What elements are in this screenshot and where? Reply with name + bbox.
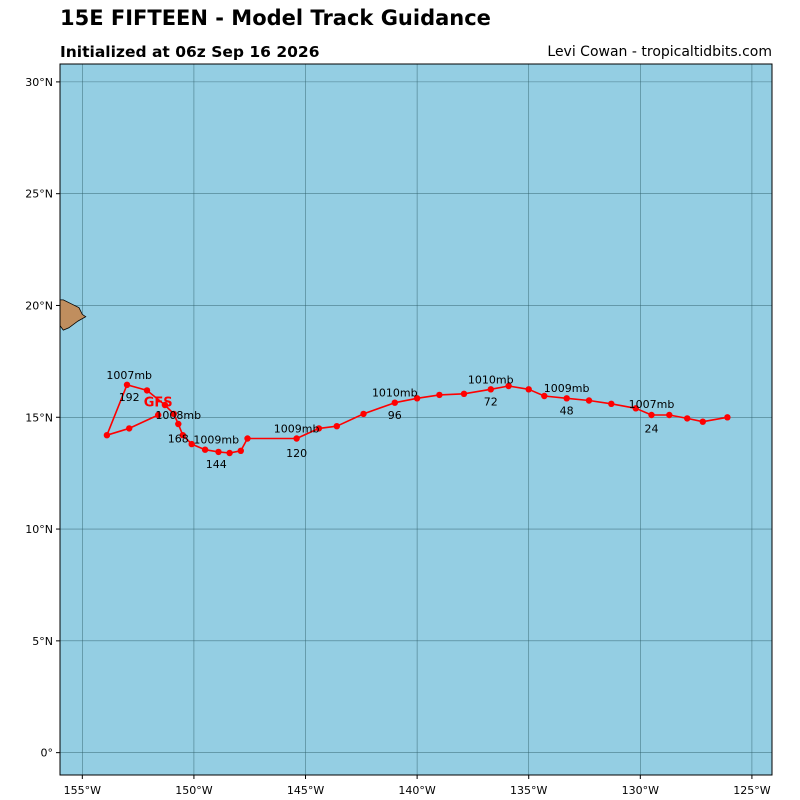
- track-point: [188, 440, 195, 448]
- lon-tick-label: 140°W: [398, 784, 435, 797]
- track-point: [215, 448, 222, 456]
- track-point: [201, 446, 209, 453]
- track-point: [666, 411, 673, 419]
- lat-tick-label: 10°N: [25, 523, 53, 536]
- track-annotation: 168: [168, 433, 189, 446]
- track-point: [161, 401, 169, 409]
- track-point: [103, 432, 111, 439]
- track-point: [333, 423, 340, 430]
- track-point: [360, 410, 367, 418]
- track-point: [541, 392, 548, 400]
- init-time-subtitle: Initialized at 06z Sep 16 2026: [60, 43, 320, 61]
- track-annotation: 1009mb: [274, 422, 320, 435]
- track-annotation: 1007mb: [629, 398, 675, 411]
- track-annotation: 24: [644, 422, 658, 435]
- track-annotation: 1009mb: [193, 434, 239, 447]
- track-point: [724, 414, 731, 421]
- track-point: [648, 411, 655, 419]
- lat-tick-label: 15°N: [25, 411, 53, 424]
- lon-tick-label: 125°W: [733, 784, 770, 797]
- track-annotation: 1010mb: [468, 373, 514, 386]
- track-point: [123, 381, 131, 388]
- track-point: [608, 400, 615, 407]
- lon-tick-label: 130°W: [622, 784, 659, 797]
- track-point: [585, 397, 593, 404]
- track-point: [632, 405, 639, 412]
- track-annotation: 1009mb: [544, 382, 590, 395]
- track-annotation: 144: [206, 458, 227, 471]
- track-point: [170, 410, 177, 418]
- track-point: [315, 425, 323, 432]
- track-annotation: 1008mb: [155, 409, 201, 422]
- track-annotation: 192: [119, 391, 140, 404]
- page-title: 15E FIFTEEN - Model Track Guidance: [60, 6, 491, 30]
- lat-tick-label: 5°N: [32, 635, 53, 648]
- track-point: [487, 386, 494, 393]
- track-point: [175, 420, 182, 428]
- lat-tick-label: 25°N: [25, 188, 53, 201]
- track-point: [460, 390, 468, 397]
- axis-ticks: 155°W 150°W 145°W 140°W 135°W 130°W 125°W 0° 5°N…: [25, 76, 770, 797]
- grid-lines: [60, 64, 772, 775]
- track-point: [436, 391, 443, 399]
- lat-tick-label: 30°N: [25, 76, 53, 89]
- credit-text: Levi Cowan - tropicaltidbits.com: [547, 44, 772, 60]
- model-label-gfs: GFS: [144, 396, 173, 411]
- track-point: [179, 432, 186, 439]
- map-frame: [59, 63, 773, 776]
- lon-tick-label: 145°W: [287, 784, 324, 797]
- lat-tick-label: 20°N: [25, 299, 53, 312]
- hawaii-island: [59, 299, 87, 331]
- annotation-layer: 1007mb 24 1009mb 48 1010mb 72 1010mb 96 1009mb 12…: [106, 369, 674, 471]
- track-point: [699, 418, 706, 425]
- track-annotation: 48: [560, 405, 574, 418]
- track-point: [244, 435, 251, 442]
- track-point: [126, 425, 133, 432]
- lon-tick-label: 135°W: [510, 784, 547, 797]
- track-annotation: 72: [484, 396, 498, 409]
- track-point: [237, 447, 244, 454]
- lon-tick-label: 155°W: [64, 784, 101, 797]
- track-point: [684, 415, 691, 422]
- track-point: [293, 435, 300, 442]
- track-point: [505, 382, 512, 390]
- track-annotation: 1007mb: [106, 369, 152, 382]
- track-point: [155, 411, 162, 419]
- track-point: [226, 449, 233, 457]
- track-point: [143, 387, 151, 394]
- track-point: [391, 399, 398, 406]
- ocean-background: [60, 64, 772, 775]
- lon-tick-label: 150°W: [175, 784, 212, 797]
- track-annotation: 1010mb: [372, 387, 418, 400]
- track-annotation: 120: [286, 447, 307, 460]
- track-layer: GFS: [103, 381, 731, 457]
- track-point: [525, 386, 532, 393]
- lat-tick-label: 0°: [41, 747, 54, 760]
- track-point: [413, 395, 421, 402]
- track-point: [563, 395, 570, 402]
- land-layer: [59, 299, 87, 331]
- track-annotation: 96: [388, 409, 402, 422]
